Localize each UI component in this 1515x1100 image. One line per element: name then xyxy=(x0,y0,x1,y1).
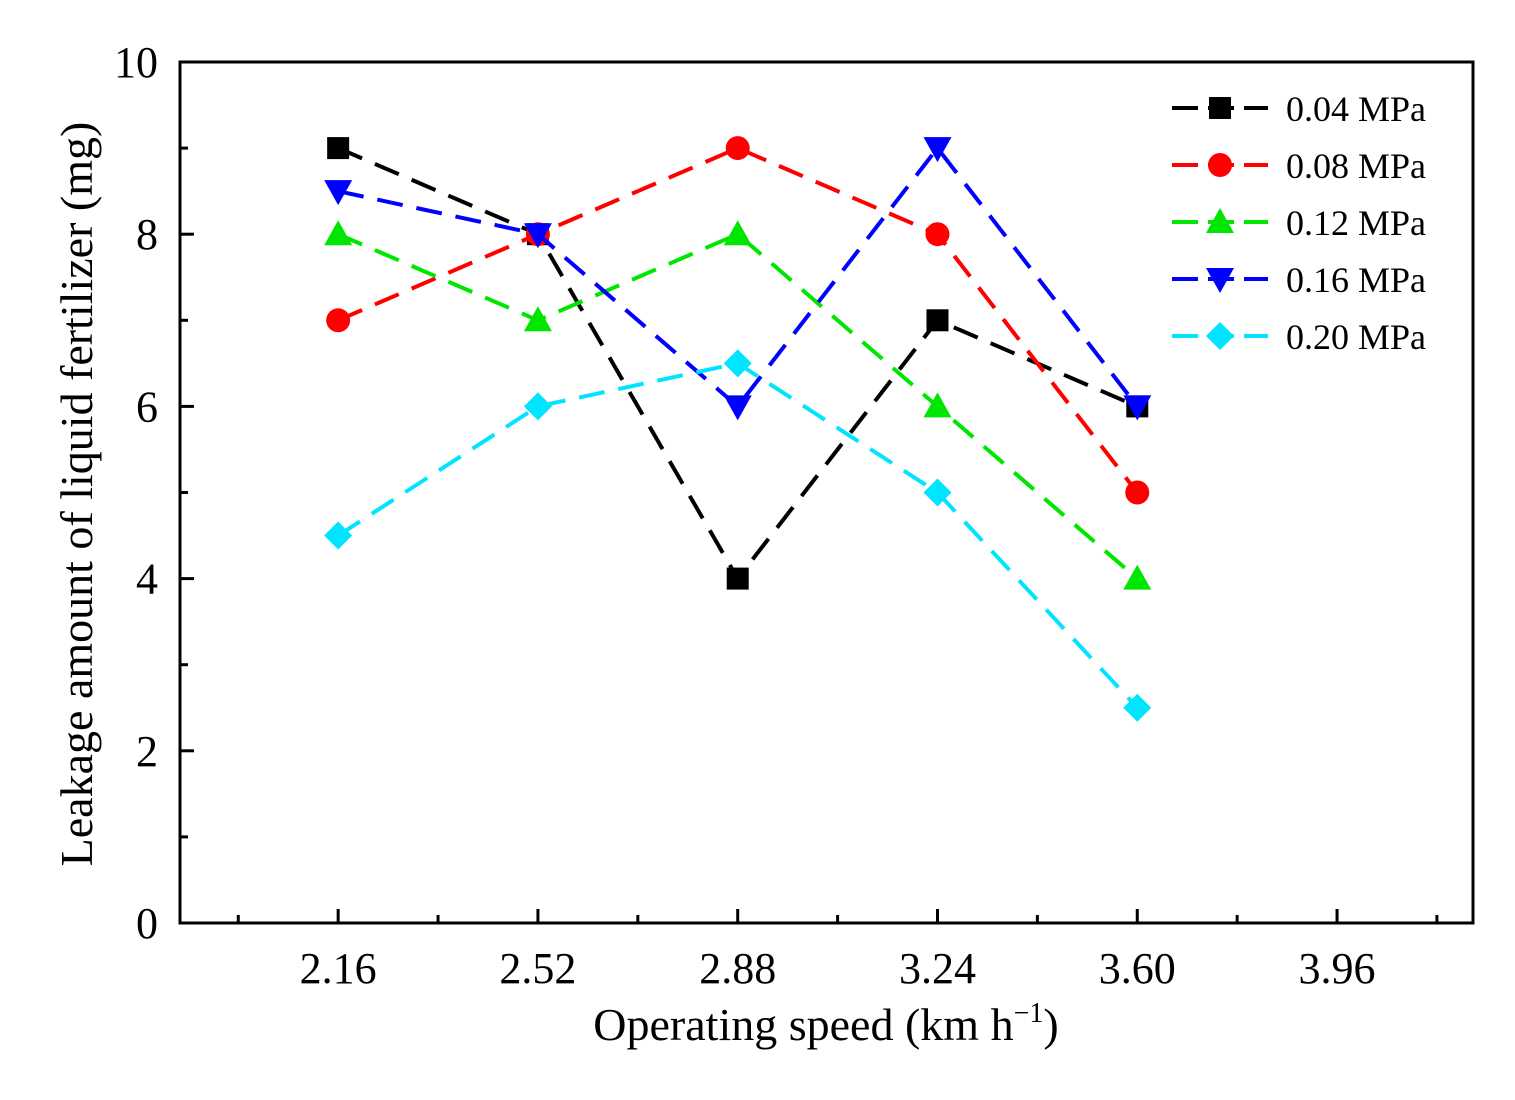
y-tick-label: 6 xyxy=(136,382,158,431)
data-point xyxy=(523,306,552,332)
series-line xyxy=(337,146,1139,494)
series-0_16-MPa xyxy=(324,137,1152,421)
data-point xyxy=(1125,480,1150,505)
x-tick-label: 2.52 xyxy=(499,944,576,993)
data-point xyxy=(324,220,353,246)
legend-label: 0.12 MPa xyxy=(1286,203,1426,243)
legend-label: 0.16 MPa xyxy=(1286,260,1426,300)
y-tick-label: 0 xyxy=(136,899,158,948)
data-point xyxy=(923,478,952,507)
legend-marker xyxy=(1208,153,1232,177)
data-point xyxy=(1123,395,1152,421)
series-line xyxy=(337,232,1139,581)
plot-area-border xyxy=(178,60,1475,925)
data-point xyxy=(523,223,552,249)
data-point xyxy=(923,137,952,163)
legend-item: 0.04 MPa xyxy=(1172,89,1426,129)
y-axis: 0 2 4 6 8 10 xyxy=(114,38,194,948)
y-tick-label: 4 xyxy=(136,555,158,604)
series-0_12-MPa xyxy=(324,220,1152,590)
data-point xyxy=(1123,564,1152,590)
legend-label: 0.20 MPa xyxy=(1286,317,1426,357)
data-point xyxy=(723,395,752,421)
data-point xyxy=(723,349,752,378)
data-point xyxy=(726,567,749,590)
x-axis-title-superscript: −1 xyxy=(1014,998,1044,1029)
legend-marker xyxy=(1206,268,1234,293)
x-tick-label: 3.60 xyxy=(1099,944,1176,993)
legend-item: 0.16 MPa xyxy=(1172,260,1426,300)
x-tick-label: 3.24 xyxy=(899,944,976,993)
data-point xyxy=(324,521,353,550)
x-axis: 2.16 2.52 2.88 3.24 3.60 3.96 xyxy=(236,909,1439,993)
x-axis-title: Operating speed (km h−1) xyxy=(593,998,1058,1050)
y-tick-label: 2 xyxy=(136,727,158,776)
data-point xyxy=(324,180,353,206)
legend-item: 0.12 MPa xyxy=(1172,203,1426,243)
series-line xyxy=(337,146,1139,409)
series-layer xyxy=(324,136,1152,722)
y-tick-label: 8 xyxy=(136,210,158,259)
x-tick-label: 2.88 xyxy=(699,944,776,993)
data-point xyxy=(1123,693,1152,722)
legend-marker xyxy=(1206,322,1234,350)
legend-label: 0.08 MPa xyxy=(1286,146,1426,186)
x-tick-label: 3.96 xyxy=(1299,944,1376,993)
legend-label: 0.04 MPa xyxy=(1286,89,1426,129)
data-point xyxy=(326,308,351,333)
data-point xyxy=(723,220,752,246)
x-tick-label: 2.16 xyxy=(300,944,377,993)
y-tick-label: 10 xyxy=(114,38,158,87)
series-0_08-MPa xyxy=(326,136,1150,505)
legend: 0.04 MPa 0.08 MPa 0.12 MPa 0.16 MPa 0.20 MPa xyxy=(1172,89,1426,357)
y-axis-title: Leakage amount of liquid fertilizer (mg) xyxy=(51,122,102,867)
data-point xyxy=(925,222,950,247)
data-point xyxy=(725,136,750,161)
series-0_20-MPa xyxy=(324,349,1152,722)
legend-marker xyxy=(1209,97,1231,119)
legend-marker xyxy=(1206,208,1234,233)
data-point xyxy=(327,137,350,160)
legend-item: 0.08 MPa xyxy=(1172,146,1426,186)
data-point xyxy=(523,392,552,421)
legend-item: 0.20 MPa xyxy=(1172,317,1426,357)
data-point xyxy=(923,392,952,418)
data-point xyxy=(926,309,949,332)
plot-frame xyxy=(178,60,1475,925)
